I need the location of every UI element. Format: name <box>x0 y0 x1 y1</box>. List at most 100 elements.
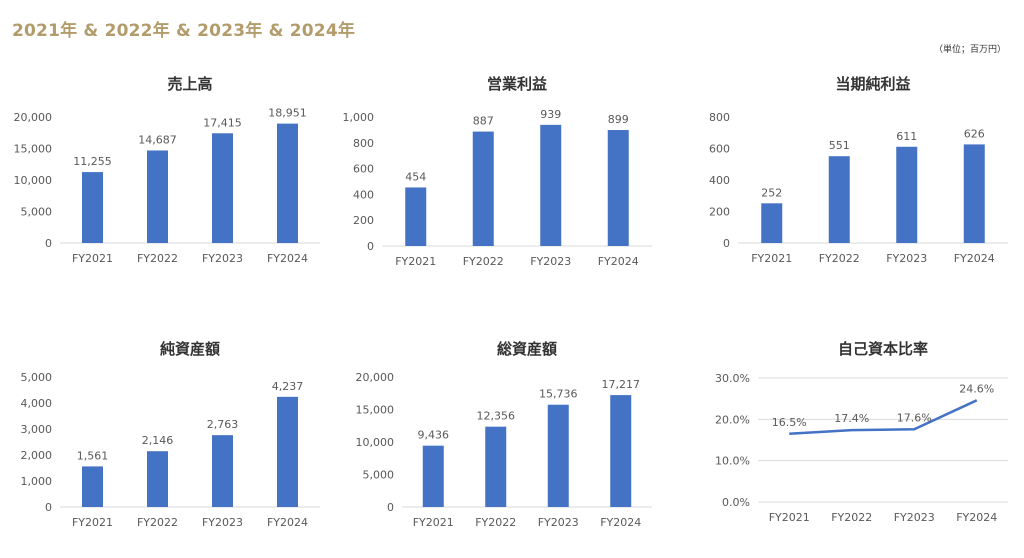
bar-fy2024 <box>607 130 629 246</box>
data-label: 12,356 <box>477 410 516 423</box>
x-tick-label: FY2022 <box>137 252 178 265</box>
x-tick-label: FY2023 <box>202 516 243 529</box>
x-tick-label: FY2023 <box>886 252 927 265</box>
chart-title: 純資産額 <box>160 340 220 358</box>
data-label: 252 <box>761 186 782 199</box>
y-tick-label: 20.0% <box>715 413 750 426</box>
data-label: 899 <box>608 113 629 126</box>
bar-fy2021 <box>761 203 783 243</box>
data-label: 4,237 <box>272 380 304 393</box>
x-tick-label: FY2021 <box>72 516 113 529</box>
x-tick-label: FY2024 <box>598 255 639 268</box>
x-tick-label: FY2024 <box>600 516 641 529</box>
chart-equity-ratio: 自己資本比率 0.0% 10.0% 20.0% 30.0% 16.5% FY2021 17.4… <box>715 340 1008 524</box>
y-tick-label: 15,000 <box>356 404 395 417</box>
x-tick-label: FY2023 <box>894 511 935 524</box>
data-label: 11,255 <box>73 155 112 168</box>
bar-fy2024 <box>610 395 632 507</box>
chart-revenue: 売上高 0 5,000 10,000 15,000 20,000 11,255 FY2021 1… <box>14 75 320 265</box>
data-label: 17.4% <box>834 412 869 425</box>
y-tick-label: 400 <box>353 188 374 201</box>
y-tick-label: 30.0% <box>715 372 750 385</box>
y-tick-label: 0.0% <box>722 496 750 509</box>
data-label: 17,415 <box>203 116 242 129</box>
bar-fy2024 <box>277 123 298 243</box>
x-tick-label: FY2022 <box>137 516 178 529</box>
x-tick-label: FY2022 <box>475 516 516 529</box>
x-tick-label: FY2021 <box>395 255 436 268</box>
data-label: 14,687 <box>138 133 177 146</box>
chart-title: 当期純利益 <box>835 75 910 93</box>
data-label: 17,217 <box>602 378 641 391</box>
chart-net-assets: 純資産額 0 1,000 2,000 3,000 4,000 5,000 1,561 FY202… <box>21 340 320 529</box>
bar-fy2023 <box>540 124 562 246</box>
x-tick-label: FY2024 <box>267 516 308 529</box>
bar-fy2022 <box>485 426 507 507</box>
y-tick-label: 5,000 <box>21 371 53 384</box>
x-tick-label: FY2022 <box>831 511 872 524</box>
bar-fy2022 <box>147 150 168 243</box>
data-label: 626 <box>964 127 985 140</box>
data-label: 16.5% <box>772 416 807 429</box>
x-tick-label: FY2023 <box>202 252 243 265</box>
data-label: 24.6% <box>959 382 994 395</box>
data-label: 2,763 <box>207 418 239 431</box>
chart-total-assets: 総資産額 0 5,000 10,000 15,000 20,000 9,436 FY2021 1… <box>356 340 652 529</box>
chart-title: 総資産額 <box>497 340 557 358</box>
data-label: 2,146 <box>142 434 174 447</box>
x-tick-label: FY2022 <box>463 255 504 268</box>
bar-fy2023 <box>896 146 918 243</box>
chart-title: 自己資本比率 <box>838 340 928 358</box>
x-tick-label: FY2021 <box>751 252 792 265</box>
bar-fy2024 <box>277 396 298 507</box>
x-tick-label: FY2021 <box>769 511 810 524</box>
y-tick-label: 10.0% <box>715 455 750 468</box>
y-tick-label: 20,000 <box>14 111 53 124</box>
x-tick-label: FY2021 <box>72 252 113 265</box>
y-tick-label: 0 <box>723 237 730 250</box>
y-tick-label: 800 <box>353 137 374 150</box>
series-line <box>789 399 978 436</box>
chart-operating-income: 営業利益 0 200 400 600 800 1,000 454 FY2021 887 FY2022… <box>343 75 652 268</box>
y-tick-label: 600 <box>353 163 374 176</box>
y-tick-label: 15,000 <box>14 143 53 156</box>
y-tick-label: 1,000 <box>21 475 53 488</box>
x-tick-label: FY2024 <box>267 252 308 265</box>
data-label: 611 <box>896 130 917 143</box>
y-tick-label: 0 <box>387 501 394 514</box>
x-tick-label: FY2023 <box>530 255 571 268</box>
data-label: 15,736 <box>539 388 578 401</box>
y-tick-label: 800 <box>709 111 730 124</box>
x-tick-label: FY2022 <box>819 252 860 265</box>
y-tick-label: 20,000 <box>356 371 395 384</box>
y-tick-label: 5,000 <box>21 206 53 219</box>
y-tick-label: 4,000 <box>21 397 53 410</box>
y-tick-label: 200 <box>353 214 374 227</box>
chart-net-income: 当期純利益 0 200 400 600 800 252 FY2021 551 FY2022 611 F… <box>709 75 1008 265</box>
data-label: 9,436 <box>418 429 450 442</box>
x-tick-label: FY2024 <box>954 252 995 265</box>
data-label: 17.6% <box>897 411 932 424</box>
y-tick-label: 10,000 <box>356 436 395 449</box>
y-tick-label: 400 <box>709 174 730 187</box>
y-tick-label: 1,000 <box>343 111 375 124</box>
y-tick-label: 5,000 <box>363 469 395 482</box>
bar-fy2021 <box>82 466 103 507</box>
unit-note: （単位；百万円） <box>933 45 1006 55</box>
bar-fy2024 <box>963 144 985 243</box>
x-tick-label: FY2024 <box>956 511 997 524</box>
x-tick-label: FY2023 <box>538 516 579 529</box>
bar-fy2023 <box>547 404 569 507</box>
y-tick-label: 0 <box>45 237 52 250</box>
x-tick-label: FY2021 <box>413 516 454 529</box>
data-label: 939 <box>540 108 561 121</box>
page-title: 2021年 & 2022年 & 2023年 & 2024年 <box>12 21 356 41</box>
bar-fy2021 <box>82 172 103 243</box>
y-tick-label: 600 <box>709 143 730 156</box>
y-tick-label: 0 <box>45 501 52 514</box>
chart-title: 営業利益 <box>487 75 547 93</box>
y-tick-label: 0 <box>367 240 374 253</box>
bar-fy2023 <box>212 435 233 507</box>
bar-fy2023 <box>212 133 233 243</box>
bar-fy2022 <box>147 451 168 507</box>
